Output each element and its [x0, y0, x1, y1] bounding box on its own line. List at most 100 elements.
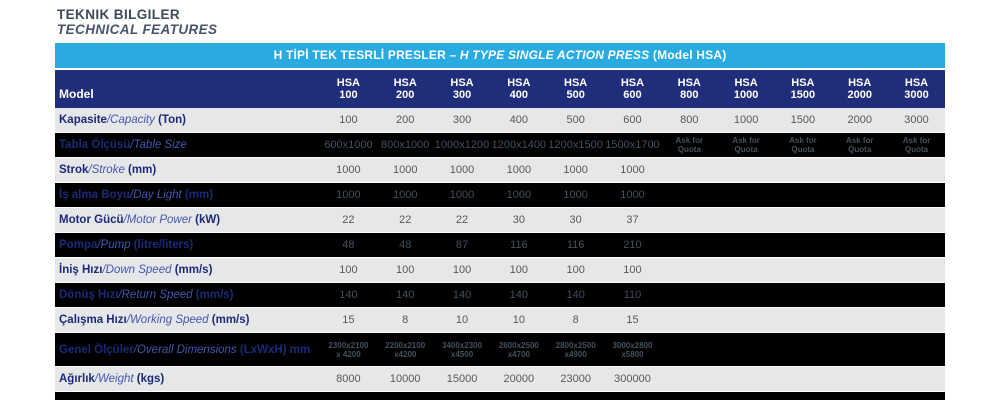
- column-header-hsa-600: HSA 600: [620, 77, 645, 101]
- spec-cell: 1200x1500: [548, 139, 603, 151]
- spec-cell: 1000: [733, 114, 759, 126]
- column-header-hsa-800: HSA 800: [677, 77, 701, 101]
- spec-cell: 3400x2300 x4500: [442, 340, 483, 359]
- spec-cell: 140: [452, 289, 472, 301]
- spec-cell: 8000: [336, 373, 361, 385]
- spec-cell: Ask for Quota: [902, 136, 931, 154]
- row-label: İş alma Boyu/Day Light (mm): [59, 189, 214, 201]
- spec-row: Ağırlık/Weight (kgs) 8000 10000 15000 20000 2…: [55, 367, 945, 392]
- row-label: Ağırlık/Weight (kgs): [59, 373, 165, 385]
- spec-cell: 100: [396, 264, 415, 276]
- spec-cell: 48: [399, 239, 412, 251]
- spec-cell: 140: [339, 289, 358, 301]
- spec-cell: 140: [566, 289, 585, 301]
- spec-cell: Ask for Quota: [789, 136, 817, 154]
- spec-cell: 8: [572, 314, 579, 326]
- spec-cell: 48: [342, 239, 355, 251]
- spec-cell: 22: [399, 214, 412, 226]
- spec-row: Tabla Ölçüsü/Table Size 600x1000 800x1000 1…: [55, 133, 945, 158]
- spec-cell: 800x1000: [381, 139, 430, 151]
- spec-cell: 1000: [392, 189, 418, 201]
- spec-cell: 30: [512, 214, 525, 226]
- spec-cell: 15000: [446, 373, 478, 385]
- table-header-row: Model HSA 100 HSA 200 HSA 300 HSA 400 HSA 500 HSA 6…: [55, 70, 945, 108]
- spec-cell: 100: [339, 114, 358, 126]
- spec-cell: 140: [509, 289, 529, 301]
- spec-row: Çalışma Hızı/Working Speed (mm/s) 15 8 10 10…: [55, 308, 945, 333]
- spec-cell: Ask for Quota: [845, 136, 874, 154]
- spec-cell: 20000: [503, 373, 535, 385]
- spec-cell: 1000: [449, 164, 475, 176]
- spec-cell: 87: [455, 239, 469, 251]
- row-label: Dönüş Hızı/Return Speed (mm/s): [59, 289, 234, 301]
- spec-cell: 1000: [563, 189, 588, 201]
- spec-cell: 2800x2500 x4900: [555, 340, 596, 359]
- spec-cell: 1000: [336, 164, 361, 176]
- spec-cell: 300: [452, 114, 472, 126]
- row-label: Pompa/Pump (litre/liters): [59, 239, 194, 251]
- model-header-cell: Model: [59, 87, 94, 101]
- spec-cell: 1000: [392, 164, 418, 176]
- spec-cell: 37: [626, 214, 639, 226]
- banner-title-model: (Model HSA): [649, 48, 727, 62]
- spec-cell: 1000: [506, 189, 532, 201]
- spec-table: H TİPİ TEK TESRLİ PRESLER – H TYPE SINGL…: [55, 43, 945, 400]
- spec-row: Kapasite/Capacity (Ton) 100 200 300 400 500 60…: [55, 108, 945, 133]
- column-header-hsa-2000: HSA 2000: [847, 77, 872, 101]
- column-header-hsa-100: HSA 100: [336, 77, 361, 101]
- table-body: Kapasite/Capacity (Ton) 100 200 300 400 500 60…: [55, 108, 945, 392]
- spec-cell: 110: [623, 289, 642, 301]
- spec-cell: 3000x2800 x5800: [612, 340, 653, 359]
- spec-row: Strok/Stroke (mm) 1000 1000 1000 1000 1000 100…: [55, 158, 945, 183]
- spec-cell: 100: [509, 264, 529, 276]
- row-label: Strok/Stroke (mm): [59, 164, 157, 176]
- row-label: Genel Ölçüler/Overall Dimensions (LxWxH)…: [59, 343, 311, 356]
- spec-cell: 200: [396, 114, 415, 126]
- column-header-hsa-1500: HSA 1500: [790, 77, 816, 101]
- spec-cell: 800: [680, 114, 699, 126]
- row-label: Motor Gücü/Motor Power (kW): [59, 214, 221, 226]
- spec-cell: Ask for Quota: [732, 136, 760, 154]
- spec-row: Motor Gücü/Motor Power (kW) 22 22 22 30 30 37: [55, 208, 945, 233]
- spec-cell: 3000: [904, 114, 929, 126]
- spec-cell: 1000: [506, 164, 532, 176]
- spec-cell: 400: [509, 114, 529, 126]
- banner-title-turkish: H TİPİ TEK TESRLİ PRESLER –: [273, 48, 460, 62]
- spec-cell: 1000: [563, 164, 588, 176]
- spec-cell: 210: [623, 239, 642, 251]
- spec-cell: 10: [455, 314, 469, 326]
- spec-row: Genel Ölçüler/Overall Dimensions (LxWxH)…: [55, 333, 945, 367]
- spec-cell: Ask for Quota: [675, 136, 704, 154]
- spec-cell: 8: [402, 314, 409, 326]
- spec-cell: 1000x1200: [434, 139, 490, 151]
- spec-cell: 2600x2500 x4700: [498, 340, 539, 359]
- column-header-hsa-500: HSA 500: [564, 77, 588, 101]
- spec-cell: 1200x1400: [491, 139, 547, 151]
- spec-cell: 140: [396, 289, 415, 301]
- spec-cell: 1000: [620, 164, 645, 176]
- row-label: Kapasite/Capacity (Ton): [59, 114, 186, 126]
- banner-title-english: H TYPE SINGLE ACTION PRESS: [459, 48, 650, 62]
- spec-cell: 2000: [847, 114, 872, 126]
- spec-cell: 22: [455, 214, 469, 226]
- row-label: Tabla Ölçüsü/Table Size: [59, 139, 187, 151]
- spec-cell: 600: [623, 114, 642, 126]
- spec-cell: 1500: [790, 114, 816, 126]
- spec-row: Pompa/Pump (litre/liters) 48 48 87 116 116 210: [55, 233, 945, 258]
- spec-cell: 1000: [620, 189, 645, 201]
- spec-cell: 300000: [614, 373, 651, 385]
- column-header-hsa-3000: HSA 3000: [904, 77, 929, 101]
- spec-cell: 100: [452, 264, 472, 276]
- spec-row: Dönüş Hızı/Return Speed (mm/s) 140 140 140 1…: [55, 283, 945, 308]
- spec-cell: 23000: [560, 373, 591, 385]
- spec-cell: 116: [566, 239, 585, 251]
- spec-cell: 100: [339, 264, 358, 276]
- spec-cell: 116: [510, 239, 528, 251]
- spec-cell: 15: [342, 314, 355, 326]
- spec-cell: 10: [512, 314, 525, 326]
- page-title-turkish: TEKNIK BILGILER: [57, 7, 180, 22]
- row-label: Çalışma Hızı/Working Speed (mm/s): [59, 314, 250, 326]
- spec-cell: 2200x2100 x4200: [385, 340, 426, 359]
- spec-cell: 1500x1700: [605, 139, 660, 151]
